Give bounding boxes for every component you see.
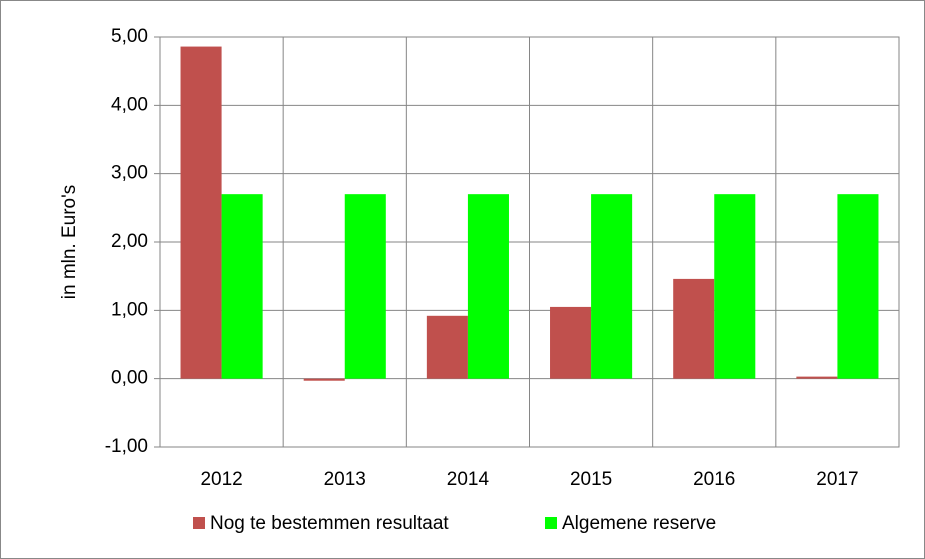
legend-swatch (193, 517, 205, 529)
bar (303, 378, 345, 381)
bar (673, 278, 715, 379)
y-tick-label: 0,00 (111, 368, 148, 389)
x-tick-label: 2012 (200, 469, 242, 490)
bar (591, 194, 633, 379)
legend-label: Nog te bestemmen resultaat (210, 513, 449, 534)
y-tick-label: 5,00 (111, 26, 148, 47)
x-tick-label: 2017 (816, 469, 858, 490)
bar (180, 46, 222, 379)
x-tick-label: 2013 (324, 469, 366, 490)
y-tick-label: 2,00 (111, 231, 148, 252)
y-axis-label: in mln. Euro's (59, 185, 80, 300)
x-tick-label: 2014 (447, 469, 490, 490)
bar (796, 376, 838, 379)
x-tick-label: 2015 (570, 469, 612, 490)
bar (550, 306, 592, 379)
y-tick-label: 4,00 (111, 94, 148, 115)
legend-label: Algemene reserve (562, 513, 716, 534)
y-tick-label: -1,00 (105, 436, 148, 457)
bar (467, 194, 509, 379)
plot-border (159, 36, 900, 448)
x-tick-label: 2016 (693, 469, 735, 490)
bar (426, 315, 468, 379)
bar (714, 194, 756, 379)
legend-swatch (545, 517, 557, 529)
bar (221, 194, 263, 379)
bar (837, 194, 879, 379)
bar (344, 194, 386, 379)
y-tick-label: 3,00 (111, 163, 148, 184)
y-tick-label: 1,00 (111, 299, 148, 320)
